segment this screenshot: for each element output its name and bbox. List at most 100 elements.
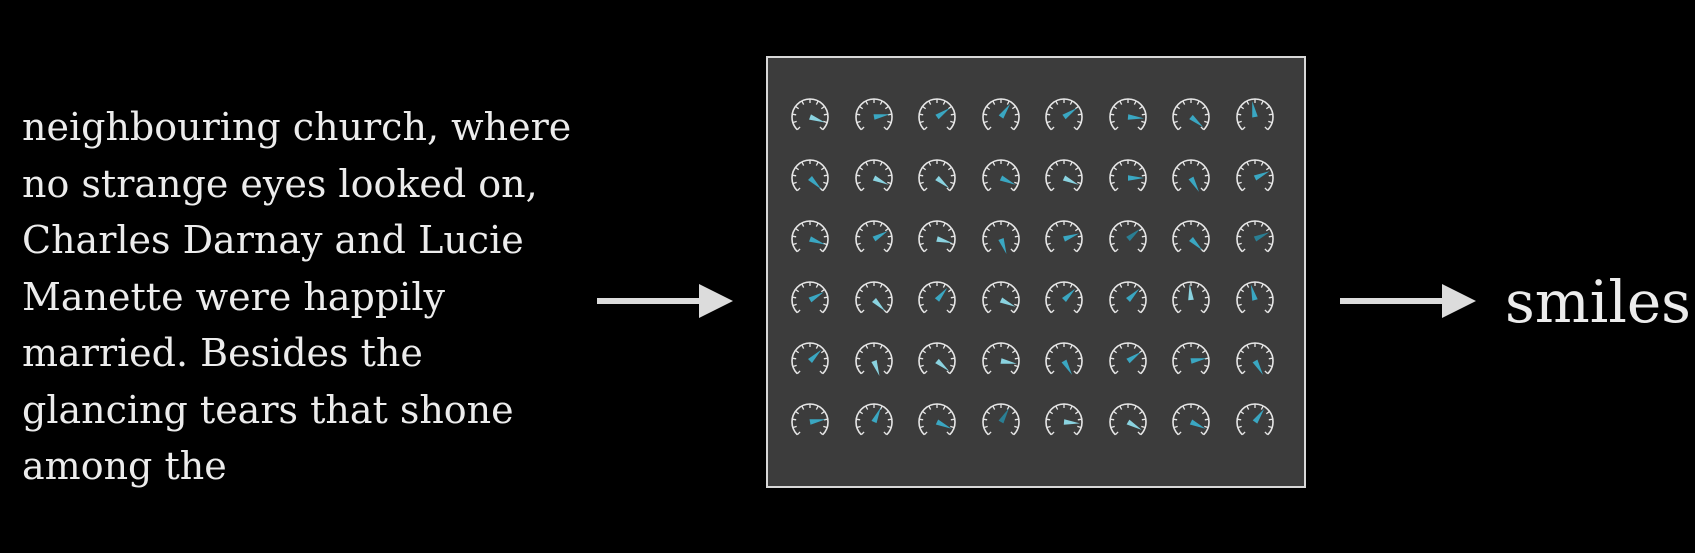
dial-needle (1125, 228, 1140, 242)
gauge-dial-icon (1108, 342, 1147, 375)
gauge-dial-icon (1235, 403, 1274, 436)
gauge-dial-icon (1172, 403, 1210, 436)
gauge-dial-icon (1045, 159, 1083, 192)
dial-needle (1188, 176, 1199, 192)
output-arrow-icon (1340, 284, 1476, 318)
gauge-dial-icon (1045, 403, 1083, 436)
dial-needle (1063, 233, 1080, 242)
gauge-dial-icon (1235, 220, 1274, 253)
gauge-dial-icon (981, 342, 1020, 375)
dial-needle (1253, 171, 1269, 181)
gauge-dial-icon (1172, 159, 1210, 192)
gauge-dial-icon (854, 98, 893, 131)
gauge-dial-icon (918, 281, 956, 314)
gauge-dial-icon (1108, 281, 1147, 314)
dial-needle (1125, 351, 1141, 364)
gauge-dial-icon (791, 220, 829, 253)
dial-needle (1190, 358, 1207, 364)
dial-needle (1062, 288, 1076, 302)
dial-needle (935, 175, 950, 189)
dial-needle (1126, 419, 1142, 430)
gauge-dial-icon (854, 220, 893, 253)
dial-needle (808, 176, 822, 190)
gauge-dial-icon (918, 220, 956, 253)
gauge-dial-icon (791, 403, 829, 436)
gauge-dial-icon (981, 281, 1020, 314)
dial-needle (1189, 114, 1204, 128)
input-text-line: no strange eyes looked on, (22, 161, 538, 206)
gauge-dial-icon (1045, 281, 1083, 314)
dial-needle (870, 407, 881, 424)
dial-needle (998, 408, 1009, 424)
gauge-dial-icon (1235, 342, 1274, 375)
dial-needle (1063, 419, 1080, 425)
dial-needle (871, 298, 885, 312)
dial-needle (1061, 359, 1072, 375)
gauge-dial-icon (1108, 220, 1147, 253)
gauge-dial-icon (1045, 220, 1083, 253)
dial-needle (808, 292, 824, 303)
gauge-dial-icon (854, 159, 893, 192)
gauge-dial-icon (1235, 98, 1274, 131)
gauge-dial-icon (1108, 403, 1147, 436)
input-text-line: Charles Darnay and Lucie (22, 218, 524, 262)
dial-needle (934, 287, 948, 302)
input-text-line: married. Besides the (22, 331, 423, 375)
dial-needle (1127, 175, 1144, 181)
gauge-dial-icon (791, 342, 829, 375)
dial-needle (936, 236, 953, 244)
gauge-dial-icon (1045, 98, 1083, 131)
dial-needle (872, 231, 888, 242)
dial-needle (1000, 358, 1017, 364)
dial-needle (1062, 107, 1078, 120)
output-word: smiles (1505, 268, 1691, 336)
dial-needle (872, 175, 888, 185)
gauge-dial-icon (854, 342, 893, 377)
dial-needle (999, 175, 1015, 185)
gauge-dial-icon (981, 403, 1020, 436)
gauge-dial-icon (981, 220, 1020, 255)
gauge-dial-icon (1172, 98, 1210, 131)
dial-needle (1252, 359, 1263, 375)
gauge-dial-icon (1108, 98, 1147, 131)
dial-needle (873, 114, 890, 120)
dial-needle (1062, 175, 1079, 185)
gauge-dial-icon (854, 403, 893, 436)
gauge-dial-icon (791, 281, 829, 314)
gauge-dial-icon (791, 98, 829, 131)
gauge-dial-icon (1172, 342, 1210, 375)
gauge-dial-icon (1172, 281, 1210, 314)
input-text-line: neighbouring church, where (22, 105, 572, 149)
gauge-dial-icon (1108, 159, 1147, 192)
dial-needle (935, 358, 950, 372)
gauge-dial-icon (981, 159, 1020, 192)
dial-needle (1253, 232, 1269, 242)
gauge-dial-icon (918, 98, 956, 131)
input-arrow-icon (597, 284, 733, 318)
gauge-dial-icon (1045, 342, 1083, 375)
dial-needle (870, 360, 879, 377)
gauge-dial-icon (981, 98, 1020, 131)
gauge-dial-icon (918, 342, 956, 375)
dial-needle (808, 349, 822, 363)
dial-needle (935, 107, 951, 120)
gauge-dial-icon (854, 281, 893, 314)
dial-needle (809, 114, 826, 123)
input-text-passage: neighbouring church, where no strange ey… (22, 99, 582, 495)
dial-needle (809, 419, 826, 425)
dial-needle (1189, 419, 1206, 429)
dial-needle (997, 238, 1006, 255)
dial-needle (1189, 237, 1203, 251)
dial-needle (1127, 114, 1144, 120)
dial-needle (998, 103, 1010, 119)
dial-needle (1251, 101, 1258, 118)
dial-needle (1252, 408, 1264, 424)
network-box (766, 56, 1306, 488)
gauge-dial-icon (918, 159, 956, 192)
dial-needle (999, 297, 1015, 307)
input-text-line: among the (22, 444, 227, 488)
dial-needle (935, 419, 952, 429)
gauge-dial-icon (1172, 220, 1210, 253)
gauge-dial-icon (1235, 281, 1274, 314)
gauge-dial-icon (791, 159, 829, 192)
